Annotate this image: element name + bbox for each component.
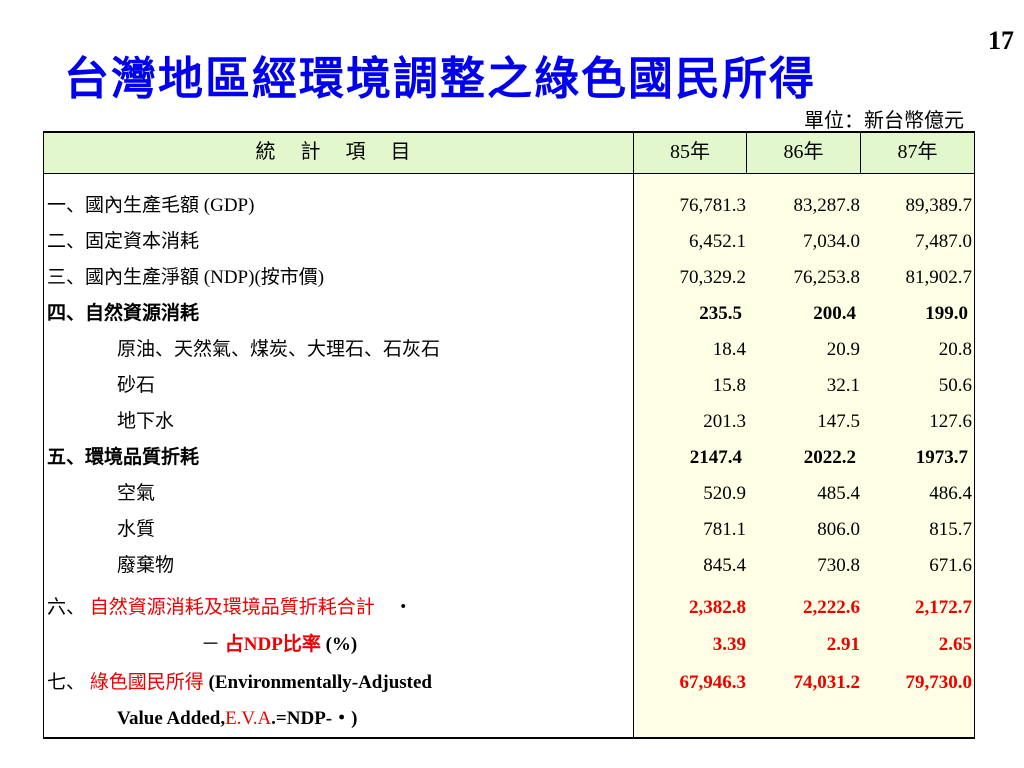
value-86: 147.5 [817,411,860,432]
value-85: 15.8 [712,375,746,396]
year-divider-1 [746,131,747,173]
header-bottom-border [43,173,975,174]
value-86: 2,222.6 [803,597,860,618]
row-label: 砂石 [117,375,156,396]
table-left-border [43,131,44,739]
value-85: 67,946.3 [679,672,747,693]
table-row-groundwater: 地下水 201.3 147.5 127.6 [43,404,975,440]
row-label: 地下水 [117,411,175,432]
value-86: 83,287.8 [793,195,861,216]
table-row-natural-resource-depletion: 四、自然資源消耗 235.5 200.4 199.0 [43,296,975,332]
value-87: 89,389.7 [905,195,973,216]
value-85: 70,329.2 [679,267,747,288]
header-item: 統 計 項 目 [255,141,421,163]
row-label: Value Added,E.V.A.=NDP-・) [117,708,358,729]
data-column-background [633,131,975,739]
table-bottom-border [43,737,975,739]
table-row-ndp-ratio: － 占NDP比率 (%) 3.39 2.91 2.65 [43,627,975,663]
row-label: 五、環境品質折耗 [47,447,200,468]
value-87: 20.8 [938,339,972,360]
table-row-water: 水質 781.1 806.0 815.7 [43,512,975,548]
value-86: 20.9 [826,339,860,360]
value-86: 7,034.0 [803,231,860,252]
table-row-eva-definition: Value Added,E.V.A.=NDP-・) [43,701,975,737]
value-85: 781.1 [703,519,746,540]
table-row-gravel: 砂石 15.8 32.1 50.6 [43,368,975,404]
header-year-86: 86年 [783,141,824,163]
value-87: 486.4 [929,483,972,504]
table-row-oil-gas-coal: 原油、天然氣、煤炭、大理石、石灰石 18.4 20.9 20.8 [43,332,975,368]
label-data-divider [633,131,634,739]
value-86: 200.4 [813,303,856,324]
value-85: 2,382.8 [689,597,746,618]
unit-label: 單位：新台幣億元 [804,110,964,132]
value-85: 2147.4 [689,447,742,468]
row-label: 原油、天然氣、煤炭、大理石、石灰石 [117,339,441,360]
value-87: 199.0 [925,303,968,324]
value-87: 2,172.7 [915,597,972,618]
value-86: 2022.2 [803,447,856,468]
label-column-background [43,131,633,739]
value-87: 79,730.0 [905,672,973,693]
header-year-87: 87年 [897,141,938,163]
value-87: 7,487.0 [915,231,972,252]
value-87: 2.65 [938,634,972,655]
value-85: 3.39 [712,634,746,655]
value-86: 74,031.2 [793,672,861,693]
value-85: 6,452.1 [689,231,746,252]
table-row-ndp: 三、國內生產淨額 (NDP)(按市價) 70,329.2 76,253.8 81… [43,260,975,296]
header-row-background [43,131,975,173]
table-row-total-depletion: 六、 自然資源消耗及環境品質折耗合計 ・ 2,382.8 2,222.6 2,1… [43,590,975,626]
page-number: 17 [988,26,1014,55]
value-86: 2.91 [826,634,860,655]
value-86: 806.0 [817,519,860,540]
row-label: 二、固定資本消耗 [47,231,200,252]
table-row-environmental-degradation: 五、環境品質折耗 2147.4 2022.2 1973.7 [43,440,975,476]
row-label: 一、國內生產毛額 (GDP) [47,195,255,216]
value-86: 485.4 [817,483,860,504]
value-86: 32.1 [826,375,860,396]
row-label: 七、 綠色國民所得 (Environmentally-Adjusted [47,672,432,693]
value-87: 127.6 [929,411,972,432]
table-row-waste: 廢棄物 845.4 730.8 671.6 [43,548,975,584]
value-85: 520.9 [703,483,746,504]
row-label: 四、自然資源消耗 [47,303,200,324]
value-87: 671.6 [929,555,972,576]
table-row-capital-consumption: 二、固定資本消耗 6,452.1 7,034.0 7,487.0 [43,224,975,260]
value-87: 815.7 [929,519,972,540]
value-87: 50.6 [938,375,972,396]
table-row-green-national-income: 七、 綠色國民所得 (Environmentally-Adjusted 67,9… [43,665,975,701]
row-label: 空氣 [117,483,156,504]
page-title: 台灣地區經環境調整之綠色國民所得 [64,52,817,105]
table-top-border [43,131,975,133]
value-87: 1973.7 [915,447,968,468]
row-label: 水質 [117,519,156,540]
green-gdp-table: 統 計 項 目 85年 86年 87年 一、國內生產毛額 (GDP) 76,78… [43,131,975,739]
year-divider-2 [860,131,861,173]
table-row-air: 空氣 520.9 485.4 486.4 [43,476,975,512]
value-85: 235.5 [699,303,742,324]
row-label: 廢棄物 [117,555,175,576]
value-87: 81,902.7 [905,267,973,288]
value-85: 76,781.3 [679,195,747,216]
row-label: － 占NDP比率 (%) [201,634,358,655]
value-86: 76,253.8 [793,267,861,288]
row-label: 六、 自然資源消耗及環境品質折耗合計 ・ [47,597,413,618]
row-label: 三、國內生產淨額 (NDP)(按市價) [47,267,325,288]
table-right-border [974,131,975,739]
header-year-85: 85年 [670,141,710,163]
value-85: 18.4 [712,339,746,360]
table-row-gdp: 一、國內生產毛額 (GDP) 76,781.3 83,287.8 89,389.… [43,188,975,224]
value-85: 845.4 [703,555,746,576]
value-86: 730.8 [817,555,860,576]
value-85: 201.3 [703,411,746,432]
